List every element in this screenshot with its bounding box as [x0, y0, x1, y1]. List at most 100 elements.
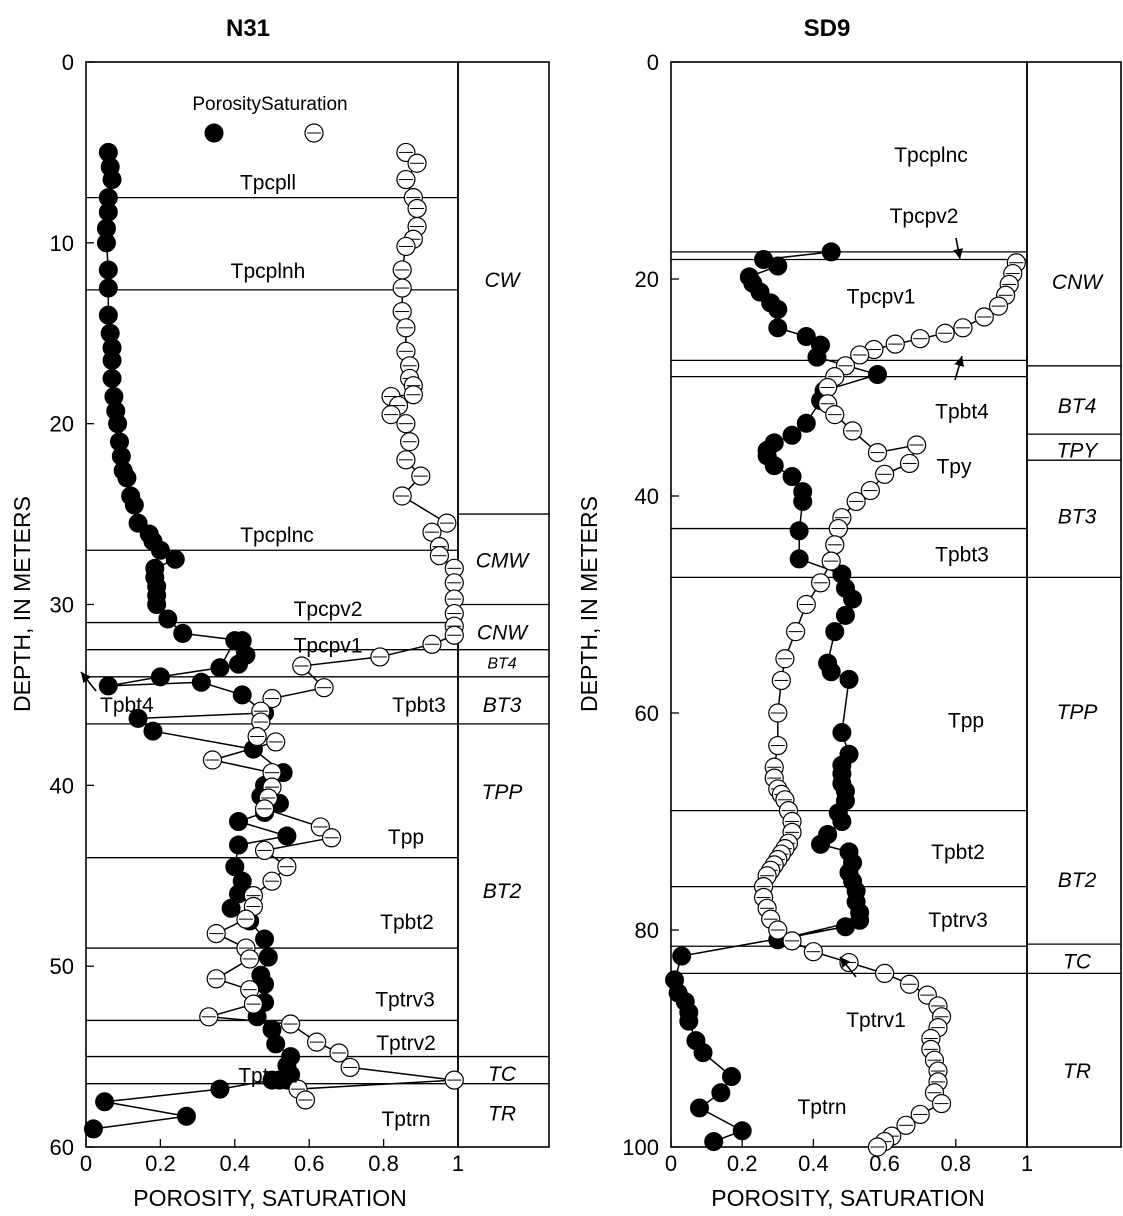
- porosity-point: [102, 350, 122, 370]
- pointer-arrow-head: [840, 957, 851, 968]
- porosity-point: [793, 491, 813, 511]
- porosity-point: [108, 414, 128, 434]
- unit-label: Tpcpv1: [847, 285, 916, 308]
- porosity-point: [98, 676, 118, 696]
- porosity-point: [835, 605, 855, 625]
- porosity-point: [832, 812, 852, 831]
- porosity-point: [225, 631, 245, 651]
- porosity-point: [768, 256, 788, 276]
- porosity-point: [124, 495, 144, 515]
- x-tick-label: 0.2: [145, 1151, 176, 1176]
- porosity-point: [768, 318, 788, 338]
- porosity-point: [732, 1121, 752, 1141]
- unit-label: Tpbt3: [935, 544, 989, 567]
- porosity-point: [255, 929, 275, 949]
- porosity-point: [839, 669, 859, 689]
- porosity-point: [98, 202, 118, 222]
- legend-marker-porosity: [204, 123, 224, 143]
- porosity-point: [835, 917, 855, 937]
- y-tick-label: 30: [50, 593, 74, 618]
- x-tick-label: 0.4: [798, 1151, 829, 1176]
- porosity-point: [210, 1079, 230, 1099]
- x-tick-label: 0.4: [220, 1151, 251, 1176]
- porosity-point: [117, 468, 137, 488]
- zone-label: TPY: [1057, 439, 1100, 462]
- porosity-point: [764, 456, 784, 476]
- zone-label: BT4: [487, 655, 516, 672]
- zone-column: [1026, 61, 1122, 1148]
- porosity-point: [832, 723, 852, 743]
- zone-label: TPP: [482, 781, 523, 804]
- porosity-point: [147, 595, 167, 614]
- zone-label: BT3: [483, 694, 522, 717]
- porosity-point: [143, 721, 163, 741]
- unit-label: Tpbt2: [931, 841, 985, 864]
- unit-label: Tpcpv1: [294, 634, 363, 657]
- porosity-point: [102, 170, 122, 190]
- porosity-point: [128, 708, 148, 728]
- zone-label: CNW: [477, 622, 529, 645]
- unit-label: Tpcpll: [240, 171, 296, 194]
- y-tick-label: 50: [50, 954, 74, 979]
- porosity-point: [262, 1070, 282, 1090]
- unit-label: Tpcpv2: [294, 598, 363, 621]
- porosity-point: [229, 812, 249, 831]
- porosity-point: [796, 327, 816, 347]
- zone-label: BT3: [1058, 506, 1097, 529]
- y-tick-label: 20: [50, 412, 74, 437]
- x-tick-label: 0: [80, 1151, 92, 1176]
- porosity-point: [96, 233, 116, 253]
- zone-label: TR: [488, 1103, 516, 1126]
- y-tick-label: 60: [635, 701, 659, 726]
- porosity-point: [807, 347, 827, 367]
- porosity-point: [693, 1043, 713, 1063]
- porosity-point: [672, 946, 692, 966]
- unit-label: Tptrn: [381, 1108, 430, 1131]
- zone-label: TC: [488, 1063, 517, 1086]
- x-tick-label: 1: [452, 1151, 464, 1176]
- porosity-point: [102, 368, 122, 388]
- porosity-point: [98, 278, 118, 298]
- porosity-point: [821, 662, 841, 682]
- porosity-point: [173, 623, 193, 643]
- x-tick-label: 0.2: [727, 1151, 758, 1176]
- unit-label: Tptrv1: [238, 1065, 298, 1088]
- zone-label: CMW: [476, 549, 531, 572]
- porosity-point: [825, 622, 845, 642]
- zone-label: TC: [1063, 950, 1092, 973]
- unit-label: Tptrv3: [375, 989, 435, 1012]
- porosity-point: [768, 299, 788, 319]
- porosity-point: [165, 549, 185, 569]
- porosity-point: [843, 589, 863, 609]
- porosity-point: [679, 1011, 699, 1031]
- porosity-point: [867, 364, 887, 384]
- x-tick-label: 0.8: [941, 1151, 972, 1176]
- zone-label: TR: [1063, 1060, 1091, 1083]
- porosity-point: [782, 425, 802, 445]
- unit-label: Tpy: [936, 456, 972, 479]
- porosity-point: [229, 654, 249, 674]
- porosity-point: [98, 260, 118, 280]
- porosity-point: [221, 898, 241, 918]
- unit-label: Tpbt4: [935, 400, 989, 423]
- unit-label: Tpbt4: [100, 694, 154, 717]
- zone-label: TPP: [1057, 701, 1098, 724]
- porosity-point: [711, 1083, 731, 1103]
- zone-label: BT4: [1058, 395, 1097, 418]
- zone-label: CW: [485, 269, 522, 292]
- unit-label: Tptrn: [797, 1096, 846, 1119]
- unit-label: Tpp: [388, 826, 424, 849]
- zone-label: CNW: [1052, 271, 1104, 294]
- y-tick-label: 10: [50, 231, 74, 256]
- pointer-arrow-head: [81, 672, 92, 683]
- legend-label-porosity: PorositySaturation: [192, 94, 347, 115]
- unit-label: Tpcplnc: [894, 144, 968, 167]
- unit-label: Tptrv3: [928, 909, 988, 932]
- porosity-point: [789, 549, 809, 569]
- x-tick-label: 0.8: [368, 1151, 399, 1176]
- zone-label: BT2: [483, 880, 522, 903]
- y-tick-label: 40: [635, 484, 659, 509]
